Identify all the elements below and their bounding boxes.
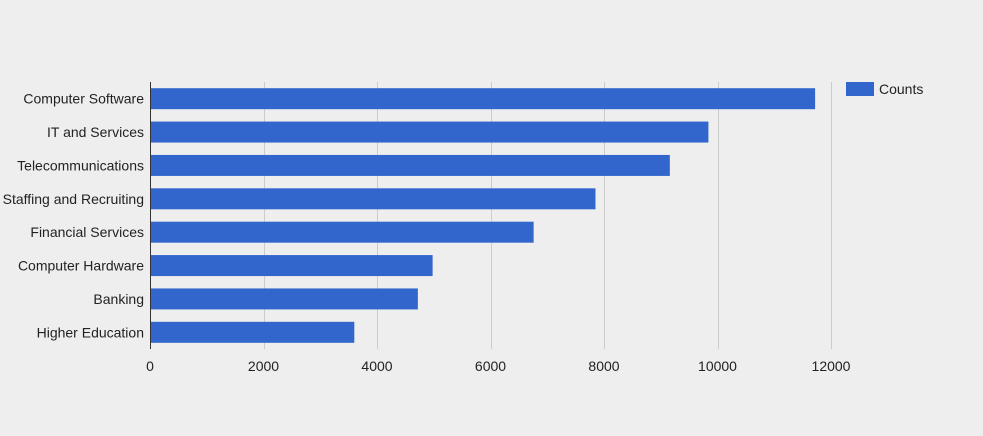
- x-tick-label: 0: [146, 358, 154, 374]
- x-tick-label: 8000: [588, 358, 619, 374]
- x-tick-label: 2000: [248, 358, 279, 374]
- bar: [150, 121, 709, 143]
- bar: [150, 154, 670, 176]
- legend-swatch: [846, 82, 874, 96]
- x-tick-label: 12000: [812, 358, 851, 374]
- legend: Counts: [846, 81, 923, 97]
- bar: [150, 255, 433, 277]
- bar: [150, 321, 355, 343]
- x-tick-label: 4000: [361, 358, 392, 374]
- y-tick-label: Staffing and Recruiting: [3, 191, 144, 207]
- y-tick-label: IT and Services: [47, 124, 144, 140]
- x-tick-label: 10000: [698, 358, 737, 374]
- y-tick-label: Computer Hardware: [18, 258, 144, 274]
- y-tick-label: Financial Services: [30, 224, 144, 240]
- tick-labels: 0 2000 4000 6000 8000 10000 12000 Computer Soft…: [3, 91, 851, 374]
- y-tick-label: Banking: [93, 291, 144, 307]
- bar: [150, 188, 596, 210]
- y-tick-label: Higher Education: [37, 324, 144, 340]
- legend-label: Counts: [879, 81, 923, 97]
- x-tick-label: 6000: [475, 358, 506, 374]
- bar: [150, 88, 816, 110]
- y-tick-label: Telecommunications: [17, 157, 144, 173]
- bars: [150, 88, 816, 343]
- bar: [150, 288, 418, 310]
- bar: [150, 221, 534, 243]
- y-tick-label: Computer Software: [23, 91, 144, 107]
